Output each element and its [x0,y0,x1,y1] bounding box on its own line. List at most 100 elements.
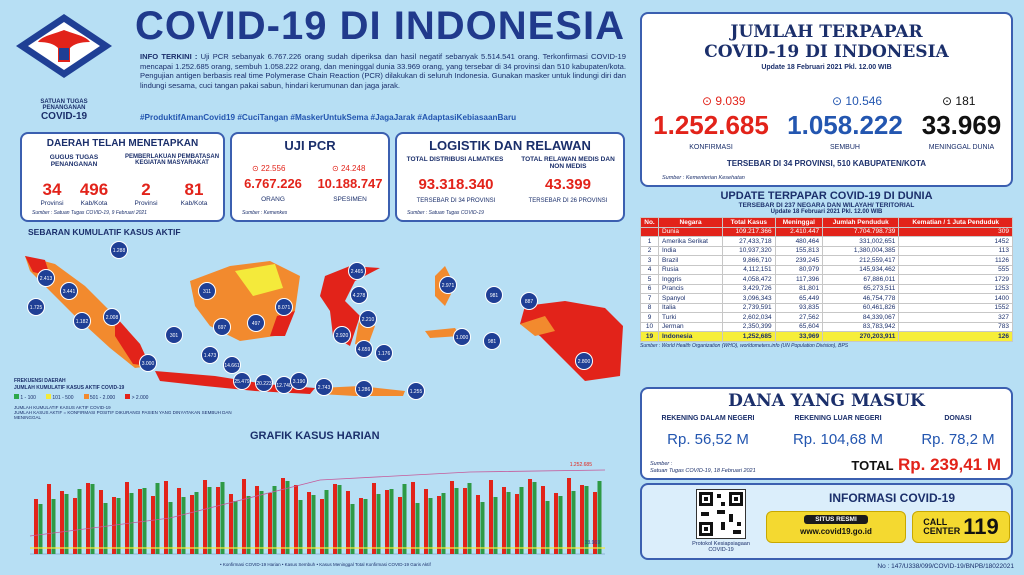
table-row: 5 Inggris 4,058,472 117,396 67,886,011 1729 [640,274,1013,285]
table-cell: Amerika Serikat [657,236,724,247]
table-cell: Italia [657,302,724,313]
table-cell: 4,058,472 [722,274,776,285]
table-cell: 1,252,685 [722,331,776,342]
table-cell: 7.704.798.739 [822,226,900,237]
legend-items: 1 - 100 101 - 500 501 - 2.000 > 2.000 [14,394,244,401]
daily-confirmed-bar [502,487,506,554]
table-row: 2 India 10,937,320 155,813 1,380,004,385 113 [640,245,1013,256]
terpapar-title1: JUMLAH TERPAPAR [730,22,923,42]
call-number: 119 [963,514,999,539]
map-dot: 1.286 [355,380,373,398]
col-penduduk: Jumlah Penduduk [822,217,900,228]
daily-recovered-bar [298,500,303,554]
inc-sembuh: ⊙ 10.546 [832,94,882,108]
dana-panel: DANA YANG MASUK REKENING DALAM NEGERI RE… [640,387,1013,480]
logistik-v1: 93.318.340 [418,176,494,193]
table-cell: Jerman [657,321,724,332]
daily-recovered-bar [584,486,589,554]
world-table: No. Negara Total Kasus Meninggal Jumlah … [640,217,1013,342]
call-center[interactable]: CALL CENTER 119 [912,511,1010,543]
table-cell: 2,350,399 [722,321,776,332]
legend-item: 1 - 100 [14,394,36,401]
pcr-inc2-value: 24.248 [340,164,366,173]
daerah-v1: 34 [42,180,62,199]
daily-recovered-bar [532,482,537,554]
table-cell: Spanyol [657,293,724,304]
daily-recovered-bar [558,496,563,554]
map-dot: 981 [485,286,503,304]
table-cell: 270,203,911 [822,331,900,342]
table-cell: 783 [898,321,1013,332]
daerah-l4: Kab/Kota [180,200,208,207]
table-cell: 113 [898,245,1013,256]
terpapar-source: Sumber : Kementerian Kesehatan [662,175,745,181]
daily-confirmed-bar [528,479,532,554]
map-dot: 311 [198,282,216,300]
table-cell: 65,604 [774,321,824,332]
logistik-h1: TOTAL DISTRIBUSI ALMATKES [406,156,504,163]
table-cell: 155,813 [774,245,824,256]
info-label: INFO TERKINI : [140,52,198,61]
table-row: 9 Turki 2,602,034 27,562 84,339,067 327 [640,312,1013,323]
daily-confirmed-bar [125,482,129,554]
table-cell: 65,449 [774,293,824,304]
daily-confirmed-bar [359,498,363,554]
table-row: 10 Jerman 2,350,399 65,604 83,783,942 783 [640,321,1013,332]
info-terkini: INFO TERKINI : Uji PCR sebanyak 6.767.22… [140,52,626,91]
daily-recovered-bar [506,492,511,554]
map-dot: 8.071 [275,298,293,316]
table-cell: Indonesia [657,331,724,342]
daily-recovered-bar [350,504,355,554]
daily-recovered-bar [233,501,238,554]
map-dot: 301 [165,326,183,344]
map-dot: 1.255 [407,382,425,400]
total-value: Rp. 239,41 M [898,455,1001,474]
legend-item: 501 - 2.000 [83,394,115,401]
map-dots: 1.288 2.413 3.441 1.725 1.182 311 1.473 … [15,236,630,400]
pcr-v1: 6.767.226 [244,176,302,191]
map-title: SEBARAN KUMULATIF KASUS AKTIF [28,227,181,237]
qr-code[interactable] [696,489,746,539]
table-cell: 2,602,034 [722,312,776,323]
arrow-up-icon: ⊙ [942,94,956,108]
table-cell: 331,002,651 [822,236,900,247]
table-cell: 555 [898,264,1013,275]
sembuh-value: 1.058.222 [787,110,903,140]
daily-confirmed-bar [164,481,168,554]
hashtags: #ProduktifAmanCovid19 #CuciTangan #Maske… [140,113,517,122]
logistik-v2: 43.399 [545,176,591,193]
daily-confirmed-bar [398,497,402,554]
table-cell: 1552 [898,302,1013,313]
daily-confirmed-bar [580,485,584,554]
table-cell: 19 [640,331,659,342]
table-row: 6 Prancis 3,429,726 81,801 65,273,511 1253 [640,283,1013,294]
table-cell: 9 [640,312,659,323]
daily-confirmed-bar [554,493,558,554]
daily-recovered-bar [155,483,160,554]
terpapar-panel: JUMLAH TERPAPAR COVID-19 DI INDONESIA Up… [640,12,1013,187]
map-dot: 20.223 [255,374,273,392]
daily-confirmed-bar [34,499,38,554]
daerah-l1: Provinsi [40,200,64,207]
footer-number: No : 147/U338/099/COVID-19/BNPB/18022021 [877,563,1014,570]
logo-line-3: COVID-19 [40,111,88,122]
chart-bars [34,478,602,554]
daily-confirmed-bar [203,480,207,554]
situs-resmi-link[interactable]: SITUS RESMI www.covid19.go.id [766,511,906,543]
logistik-title: LOGISTIK DAN RELAWAN [429,138,591,153]
pcr-l1: ORANG [261,196,285,203]
map-dot: 1.176 [375,344,393,362]
daily-recovered-bar [467,483,472,554]
daily-recovered-bar [259,491,264,554]
daily-confirmed-bar [411,482,415,554]
map-dot: 697 [213,318,231,336]
daily-confirmed-bar [151,496,155,554]
logistik-s2: TERSEBAR DI 26 PROVINSI [528,198,608,204]
qr-caption: Protokol Kesiapsiagaan COVID-19 [692,541,750,553]
table-cell: 27,562 [774,312,824,323]
daily-recovered-bar [207,487,212,554]
legend-note2: JUMLAH KASUS AKTIF = KONFIRMASI POSITIF … [14,410,232,420]
daerah-l3: Provinsi [134,200,158,207]
situs-label: SITUS RESMI [804,515,868,524]
daily-recovered-bar [376,494,381,554]
